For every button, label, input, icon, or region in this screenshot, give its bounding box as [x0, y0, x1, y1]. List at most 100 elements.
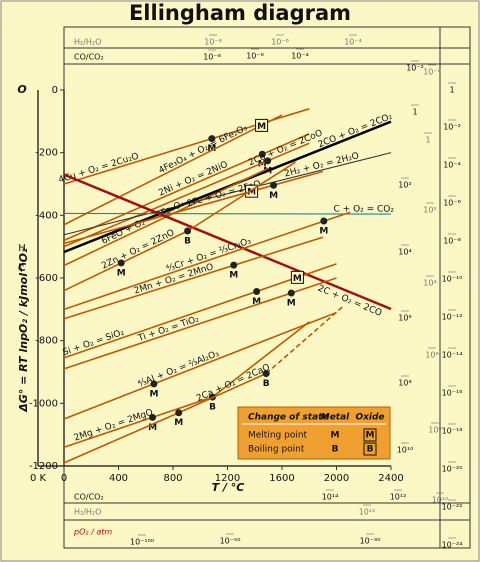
y-tick-label: -800 [35, 336, 58, 347]
marker-label: M [148, 423, 157, 433]
line-segment [63, 152, 392, 236]
line-segment [178, 372, 267, 414]
scale-tick-label: 10⁴ [398, 248, 411, 257]
scale-tick-label: 10⁻⁶ [271, 38, 289, 47]
metal-marker [230, 261, 238, 269]
scale-tick-label: 10⁻²² [442, 503, 463, 512]
scale-tick-label: 1 [425, 136, 430, 145]
legend-cell: B [367, 445, 374, 455]
x-tick-label: 0 [61, 473, 67, 484]
metal-marker [117, 259, 125, 267]
marker-label: M [258, 160, 267, 170]
scale-tick-label: 10⁻²⁴ [442, 541, 463, 550]
line-segment [63, 211, 351, 311]
y-tick-label: -1000 [29, 398, 58, 409]
line-segment [265, 305, 344, 375]
legend-box [237, 406, 391, 460]
scale-tick-label: 10⁻²⁰ [442, 465, 463, 474]
scale-tick-label: 10⁻¹⁴ [442, 351, 463, 360]
scale-tick-label: 10⁻¹² [442, 313, 463, 322]
point-label: C [18, 261, 26, 274]
marker-label: B [184, 237, 191, 247]
metal-marker [262, 370, 270, 378]
scale-tick-label: 10⁻¹⁸ [442, 427, 463, 436]
metal-marker [208, 135, 216, 143]
scale-tick-label: 10⁻¹⁰⁰ [130, 538, 154, 547]
scale-tick-label: 1 [412, 108, 417, 117]
scale-tick-label: 1 [449, 86, 454, 95]
scale-label: CO/CO₂ [74, 493, 104, 502]
scale-tick-label: 10⁻⁴ [344, 38, 362, 47]
x-tick-label: 400 [109, 473, 128, 484]
scale-tick-label: 10⁻⁴ [443, 161, 461, 170]
scale-tick-label: 10⁻² [443, 123, 461, 132]
legend-cell: M [331, 431, 340, 441]
marker-label: M [252, 297, 261, 307]
scale-label: H₂/H₂O [74, 38, 101, 47]
legend-cell: Boiling point [248, 445, 305, 455]
y-axis-label: ΔG° = RT lnpO₂ / kJmol⁻¹O₂ [17, 248, 30, 413]
line-segment [63, 120, 392, 254]
scale-tick-label: 10² [398, 181, 411, 190]
y-tick-label: -1200 [29, 461, 58, 472]
scale-tick-label: 10⁻⁵⁰ [220, 537, 241, 546]
x-tick-label: 800 [163, 473, 182, 484]
legend-cell: B [332, 445, 339, 455]
marker-label: M [319, 226, 328, 236]
scale-tick-label: 10⁻⁶ [443, 199, 461, 208]
line-segment [63, 230, 188, 292]
line-segment [212, 321, 310, 398]
marker-label: B [209, 403, 216, 413]
marker-label: M [293, 274, 302, 284]
scale-label: CO/CO₂ [74, 53, 104, 62]
scale-tick-label: 10⁻⁶ [246, 52, 264, 61]
scale-tick-label: 10⁸ [428, 426, 441, 435]
scale-tick-label: 10¹⁰ [397, 446, 414, 455]
zero-kelvin-label: 0 K [30, 473, 47, 484]
legend-box-mark [363, 428, 377, 442]
metal-marker [287, 289, 295, 297]
scale-tick-label: 10⁻² [423, 68, 441, 77]
legend-header: Metal [321, 413, 350, 423]
metal-marker [175, 409, 183, 417]
marker-label: M [174, 418, 183, 428]
line-segment [63, 212, 392, 215]
scale-tick-label: 10⁻¹⁰ [442, 275, 463, 284]
scale-tick-label: 10¹² [390, 493, 407, 502]
line-segment [63, 173, 392, 311]
marker-label: M [229, 271, 238, 281]
point-label: H [18, 243, 26, 254]
metal-marker [320, 217, 328, 225]
metal-marker [264, 157, 272, 165]
y-tick-label: 0 [52, 85, 58, 96]
line-segment [63, 412, 180, 464]
x-tick-label: 2400 [378, 473, 403, 484]
scale-label: pO₂ / atm [73, 528, 112, 537]
marker-label: M [117, 268, 126, 278]
reaction-line: C + O₂ = CO₂ [63, 204, 395, 215]
metal-marker [149, 413, 157, 421]
scale-tick-label: 10⁻² [406, 64, 424, 73]
metal-marker [270, 181, 278, 189]
marker-label: M [269, 191, 278, 201]
oxide-marker [255, 118, 269, 132]
line-segment [63, 311, 337, 420]
marker-label: B [263, 379, 270, 389]
scale-label: H₂/H₂O [74, 508, 101, 517]
scale-tick-label: 10⁸ [398, 379, 411, 388]
line-segment [63, 396, 213, 448]
marker-label: M [247, 188, 256, 198]
scale-tick-label: 10⁻⁸ [204, 38, 222, 47]
scale-tick-label: 10² [423, 206, 436, 215]
x-tick-label: 1600 [269, 473, 294, 484]
x-tick-label: 1200 [215, 473, 240, 484]
scale-tick-label: 10⁶ [398, 314, 411, 323]
metal-marker [150, 380, 158, 388]
scale-tick-label: 10⁻¹⁶ [442, 389, 463, 398]
reaction-label: C + O₂ = CO₂ [334, 204, 395, 214]
metal-marker [184, 227, 192, 235]
line-segment [63, 133, 310, 242]
metal-marker [253, 287, 261, 295]
